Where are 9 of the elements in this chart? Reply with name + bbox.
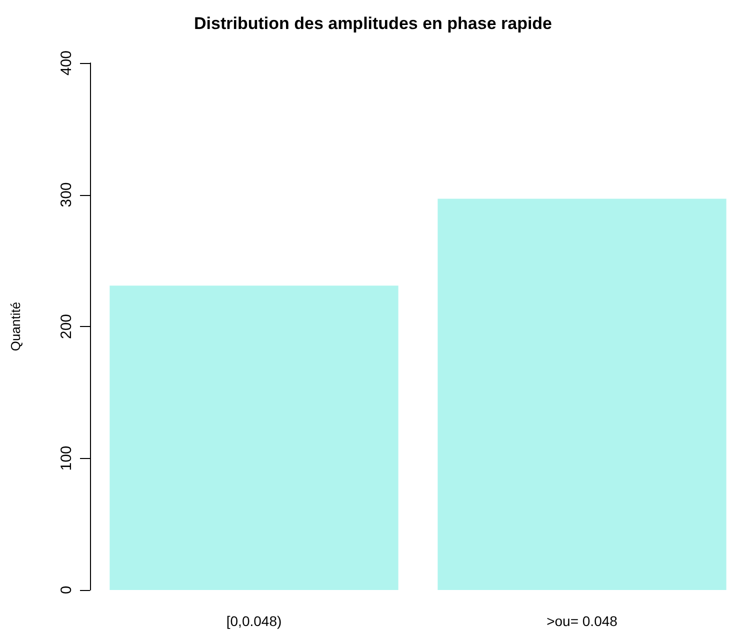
x-tick-label: [0,0.048) — [226, 613, 282, 629]
y-tick-label: 0 — [58, 586, 75, 594]
x-tick-label: >ou= 0.048 — [546, 613, 618, 629]
y-tick-label: 100 — [58, 446, 75, 471]
y-axis-title: Quantité — [8, 302, 23, 352]
y-tick-label: 300 — [58, 182, 75, 208]
chart-title: Distribution des amplitudes en phase rapide — [194, 14, 552, 33]
y-tick-label: 200 — [58, 314, 75, 340]
y-tick-label: 400 — [58, 50, 75, 76]
